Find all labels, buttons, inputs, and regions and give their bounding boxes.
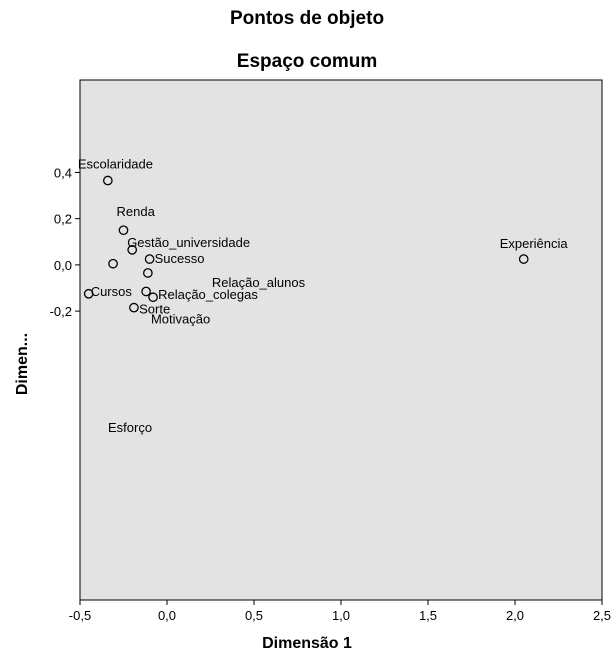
x-tick-label-2: 0,5 bbox=[245, 608, 263, 623]
point-experiência bbox=[518, 254, 529, 264]
point-escolaridade bbox=[102, 175, 113, 186]
chart-title: Pontos de objeto bbox=[229, 8, 385, 29]
point-label-relação_alunos: Relação_alunos bbox=[212, 275, 306, 290]
point-label-renda: Renda bbox=[117, 204, 156, 219]
y-tick-label-1: 0,2 bbox=[54, 212, 72, 227]
point-relação_alunos bbox=[143, 268, 153, 278]
point-gestão_universidade bbox=[127, 245, 138, 255]
point-sucesso bbox=[144, 254, 155, 264]
point-sorte bbox=[141, 286, 151, 297]
point-label-motivação: Motivação bbox=[151, 312, 210, 327]
chart-subtitle: Espaço comum bbox=[236, 51, 378, 72]
x-tick-label-0: -0,5 bbox=[69, 608, 91, 623]
point-label-gestão_universidade: Gestão_universidade bbox=[127, 235, 250, 250]
point-label-esforço: Esforço bbox=[108, 420, 152, 435]
y-tick-label-2: 0,0 bbox=[54, 258, 72, 273]
y-axis-label: Dimen... bbox=[14, 332, 31, 396]
axis-ticks: -0,5 0,0 0,5 1,0 1,5 2,0 2,5 0,4 0,2 0,0 -0,2 bbox=[50, 165, 611, 623]
point-unlabeled-3 bbox=[108, 258, 118, 269]
y-tick-label-0: 0,4 bbox=[54, 165, 72, 180]
point-label-sorte: Sorte bbox=[139, 301, 170, 316]
point-cursos bbox=[83, 288, 94, 299]
point-label-cursos: Cursos bbox=[91, 284, 133, 299]
point-label-experiência: Experiência bbox=[500, 236, 569, 251]
x-tick-label-1: 0,0 bbox=[158, 608, 176, 623]
x-tick-label-3: 1,0 bbox=[332, 608, 350, 623]
plot-area bbox=[79, 79, 603, 601]
point-relação_colegas bbox=[148, 292, 158, 303]
x-tick-label-4: 1,5 bbox=[419, 608, 437, 623]
x-tick-label-5: 2,0 bbox=[506, 608, 524, 623]
point-label-relação_colegas: Relação_colegas bbox=[158, 287, 258, 302]
y-tick-label-3: -0,2 bbox=[50, 304, 72, 319]
x-tick-label-6: 2,5 bbox=[593, 608, 611, 623]
data-points: Escolaridade Renda Gestão_universidadeSuce… bbox=[78, 157, 569, 435]
x-axis-label: Dimensão 1 bbox=[262, 635, 352, 652]
point-label-escolaridade: Escolaridade bbox=[78, 157, 153, 172]
point-renda bbox=[118, 225, 129, 236]
point-motivação bbox=[129, 302, 139, 313]
point-label-sucesso: Sucesso bbox=[155, 251, 205, 266]
